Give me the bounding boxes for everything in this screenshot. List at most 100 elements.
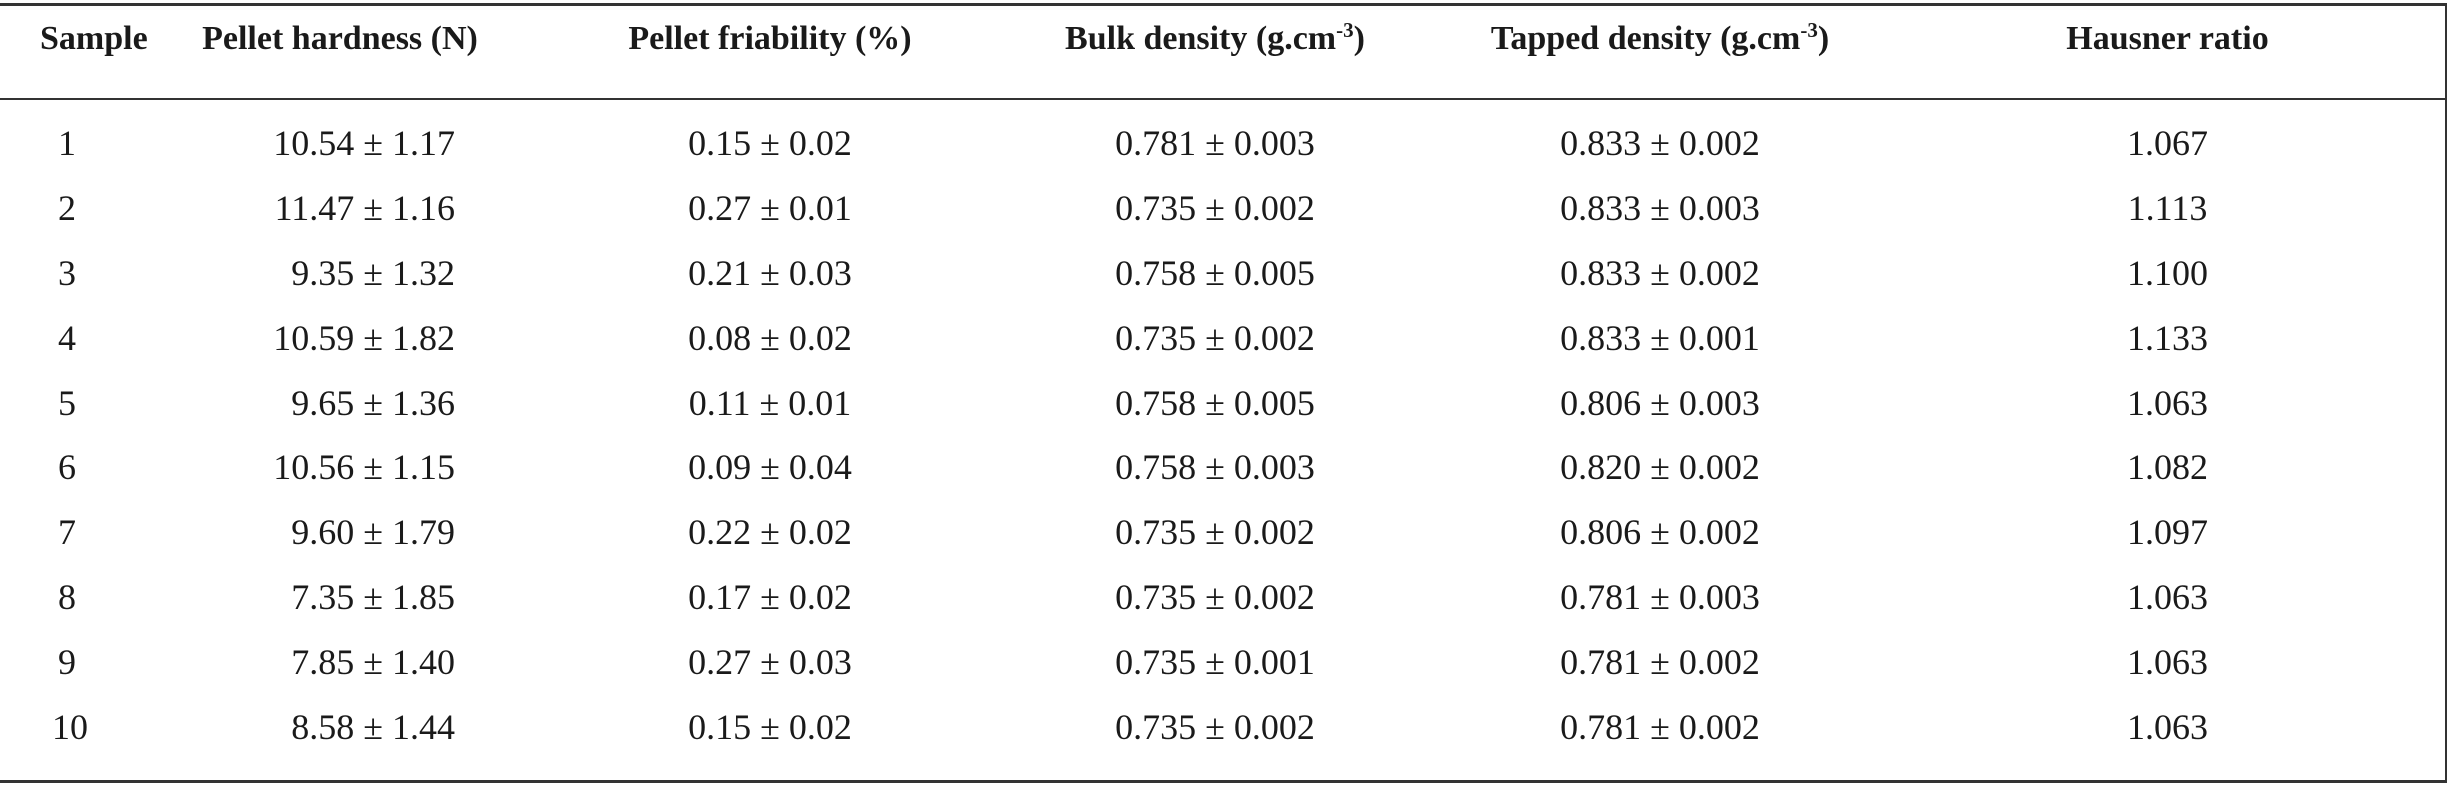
cell-sample: 10	[52, 706, 88, 747]
cell-pellet-friability: 0.17 ± 0.02	[688, 576, 852, 617]
cell-hausner-ratio: 1.113	[2127, 188, 2208, 229]
cell-pellet-friability: 0.09 ± 0.04	[688, 447, 852, 488]
cell-sample: 1	[58, 123, 76, 164]
cell-tapped-density: 0.781 ± 0.002	[1560, 641, 1760, 682]
cell-pellet-hardness-value: 10.54 ± 1.17	[273, 123, 455, 164]
cell-pellet-hardness: 7.35 ± 1.85	[140, 565, 540, 630]
cell-sample: 6	[58, 447, 76, 488]
cell-tapped-density: 0.806 ± 0.003	[1560, 382, 1760, 423]
cell-pellet-friability: 0.11 ± 0.01	[688, 382, 852, 423]
cell-hausner-ratio: 1.097	[2127, 512, 2208, 553]
header-tapped-density-close: )	[1817, 20, 1830, 57]
table-row: 10 8.58 ± 1.44 0.15 ± 0.02 0.735 ± 0.002 0.7…	[0, 694, 2445, 759]
cell-bulk-density: 0.735 ± 0.002	[1115, 706, 1315, 747]
cell-hausner-ratio: 1.100	[2127, 252, 2208, 293]
cell-sample: 9	[58, 641, 76, 682]
cell-bulk-density: 0.735 ± 0.002	[1115, 317, 1315, 358]
header-bulk-density: Bulk density (g.cm-3)	[1000, 0, 1430, 75]
cell-pellet-friability: 0.27 ± 0.03	[688, 641, 852, 682]
cell-pellet-hardness-value: 7.85 ± 1.40	[291, 641, 455, 682]
cell-tapped-density: 0.833 ± 0.002	[1560, 252, 1760, 293]
cell-pellet-hardness: 10.54 ± 1.17	[140, 111, 540, 176]
header-pellet-friability: Pellet friability (%)	[628, 20, 912, 57]
cell-tapped-density: 0.833 ± 0.003	[1560, 188, 1760, 229]
cell-tapped-density: 0.781 ± 0.002	[1560, 706, 1760, 747]
cell-pellet-friability: 0.08 ± 0.02	[688, 317, 852, 358]
cell-bulk-density: 0.758 ± 0.005	[1115, 252, 1315, 293]
cell-pellet-hardness-value: 10.59 ± 1.82	[273, 317, 455, 358]
header-bulk-density-exponent: -3	[1336, 18, 1354, 42]
table-row: 6 10.56 ± 1.15 0.09 ± 0.04 0.758 ± 0.003 0.8…	[0, 435, 2445, 500]
table-row: 4 10.59 ± 1.82 0.08 ± 0.02 0.735 ± 0.002 0.8…	[0, 305, 2445, 370]
table-row: 8 7.35 ± 1.85 0.17 ± 0.02 0.735 ± 0.002 0.78…	[0, 565, 2445, 630]
header-divider-rule	[0, 98, 2445, 100]
cell-pellet-friability: 0.21 ± 0.03	[688, 252, 852, 293]
header-pellet-hardness: Pellet hardness (N)	[202, 20, 478, 57]
cell-bulk-density: 0.758 ± 0.005	[1115, 382, 1315, 423]
cell-pellet-hardness: 9.60 ± 1.79	[140, 500, 540, 565]
header-spacer-row	[0, 75, 2445, 111]
cell-sample: 7	[58, 512, 76, 553]
pellet-properties-table: Sample Pellet hardness (N) Pellet friabi…	[0, 0, 2445, 759]
cell-sample: 3	[58, 252, 76, 293]
header-row: Sample Pellet hardness (N) Pellet friabi…	[0, 0, 2445, 75]
header-bulk-density-close: )	[1353, 20, 1365, 57]
cell-tapped-density: 0.781 ± 0.003	[1560, 576, 1760, 617]
cell-pellet-hardness-value: 9.60 ± 1.79	[291, 512, 455, 553]
cell-hausner-ratio: 1.067	[2127, 123, 2208, 164]
cell-pellet-friability: 0.15 ± 0.02	[688, 123, 852, 164]
cell-hausner-ratio: 1.082	[2127, 447, 2208, 488]
table-top-rule	[0, 3, 2445, 6]
cell-tapped-density: 0.833 ± 0.002	[1560, 123, 1760, 164]
cell-bulk-density: 0.735 ± 0.002	[1115, 188, 1315, 229]
cell-tapped-density: 0.806 ± 0.002	[1560, 512, 1760, 553]
table-body: 1 10.54 ± 1.17 0.15 ± 0.02 0.781 ± 0.003 0.8…	[0, 75, 2445, 759]
cell-pellet-hardness: 9.65 ± 1.36	[140, 370, 540, 435]
header-hausner-ratio: Hausner ratio	[2066, 20, 2269, 57]
table-row: 9 7.85 ± 1.40 0.27 ± 0.03 0.735 ± 0.001 0.78…	[0, 629, 2445, 694]
table-row: 1 10.54 ± 1.17 0.15 ± 0.02 0.781 ± 0.003 0.8…	[0, 111, 2445, 176]
cell-sample: 4	[58, 317, 76, 358]
table-row: 3 9.35 ± 1.32 0.21 ± 0.03 0.758 ± 0.005 0.83…	[0, 241, 2445, 306]
cell-bulk-density: 0.735 ± 0.002	[1115, 576, 1315, 617]
cell-bulk-density: 0.735 ± 0.001	[1115, 641, 1315, 682]
cell-pellet-hardness-value: 7.35 ± 1.85	[291, 576, 455, 617]
table-right-border	[2445, 3, 2447, 783]
cell-pellet-hardness: 10.59 ± 1.82	[140, 305, 540, 370]
header-bulk-density-text: Bulk density (g.cm	[1065, 20, 1337, 57]
cell-pellet-hardness: 9.35 ± 1.32	[140, 241, 540, 306]
cell-pellet-hardness: 8.58 ± 1.44	[140, 694, 540, 759]
cell-pellet-friability: 0.22 ± 0.02	[688, 512, 852, 553]
table-bottom-rule	[0, 780, 2445, 783]
cell-hausner-ratio: 1.063	[2127, 641, 2208, 682]
table-row: 2 11.47 ± 1.16 0.27 ± 0.01 0.735 ± 0.002 0.8…	[0, 176, 2445, 241]
cell-pellet-hardness-value: 9.65 ± 1.36	[291, 382, 455, 423]
header-tapped-density: Tapped density (g.cm-3)	[1430, 0, 1890, 75]
table-row: 5 9.65 ± 1.36 0.11 ± 0.01 0.758 ± 0.005 0.80…	[0, 370, 2445, 435]
cell-hausner-ratio: 1.063	[2127, 576, 2208, 617]
header-tapped-density-exponent: -3	[1800, 18, 1818, 42]
cell-pellet-hardness: 7.85 ± 1.40	[140, 629, 540, 694]
cell-sample: 5	[58, 382, 76, 423]
cell-pellet-hardness: 11.47 ± 1.16	[140, 176, 540, 241]
cell-bulk-density: 0.758 ± 0.003	[1115, 447, 1315, 488]
cell-tapped-density: 0.820 ± 0.002	[1560, 447, 1760, 488]
cell-pellet-friability: 0.27 ± 0.01	[688, 188, 852, 229]
cell-bulk-density: 0.735 ± 0.002	[1115, 512, 1315, 553]
header-sample: Sample	[40, 20, 148, 57]
cell-pellet-hardness-value: 8.58 ± 1.44	[291, 706, 455, 747]
cell-sample: 2	[58, 188, 76, 229]
cell-sample: 8	[58, 576, 76, 617]
header-tapped-density-text: Tapped density (g.cm	[1490, 20, 1801, 57]
cell-pellet-hardness: 10.56 ± 1.15	[140, 435, 540, 500]
cell-pellet-friability: 0.15 ± 0.02	[688, 706, 852, 747]
cell-pellet-hardness-value: 11.47 ± 1.16	[274, 188, 455, 229]
cell-pellet-hardness-value: 9.35 ± 1.32	[291, 252, 455, 293]
table-header: Sample Pellet hardness (N) Pellet friabi…	[0, 0, 2445, 75]
cell-hausner-ratio: 1.063	[2127, 382, 2208, 423]
cell-tapped-density: 0.833 ± 0.001	[1560, 317, 1760, 358]
cell-bulk-density: 0.781 ± 0.003	[1115, 123, 1315, 164]
cell-hausner-ratio: 1.133	[2127, 317, 2208, 358]
cell-hausner-ratio: 1.063	[2127, 706, 2208, 747]
cell-pellet-hardness-value: 10.56 ± 1.15	[273, 447, 455, 488]
